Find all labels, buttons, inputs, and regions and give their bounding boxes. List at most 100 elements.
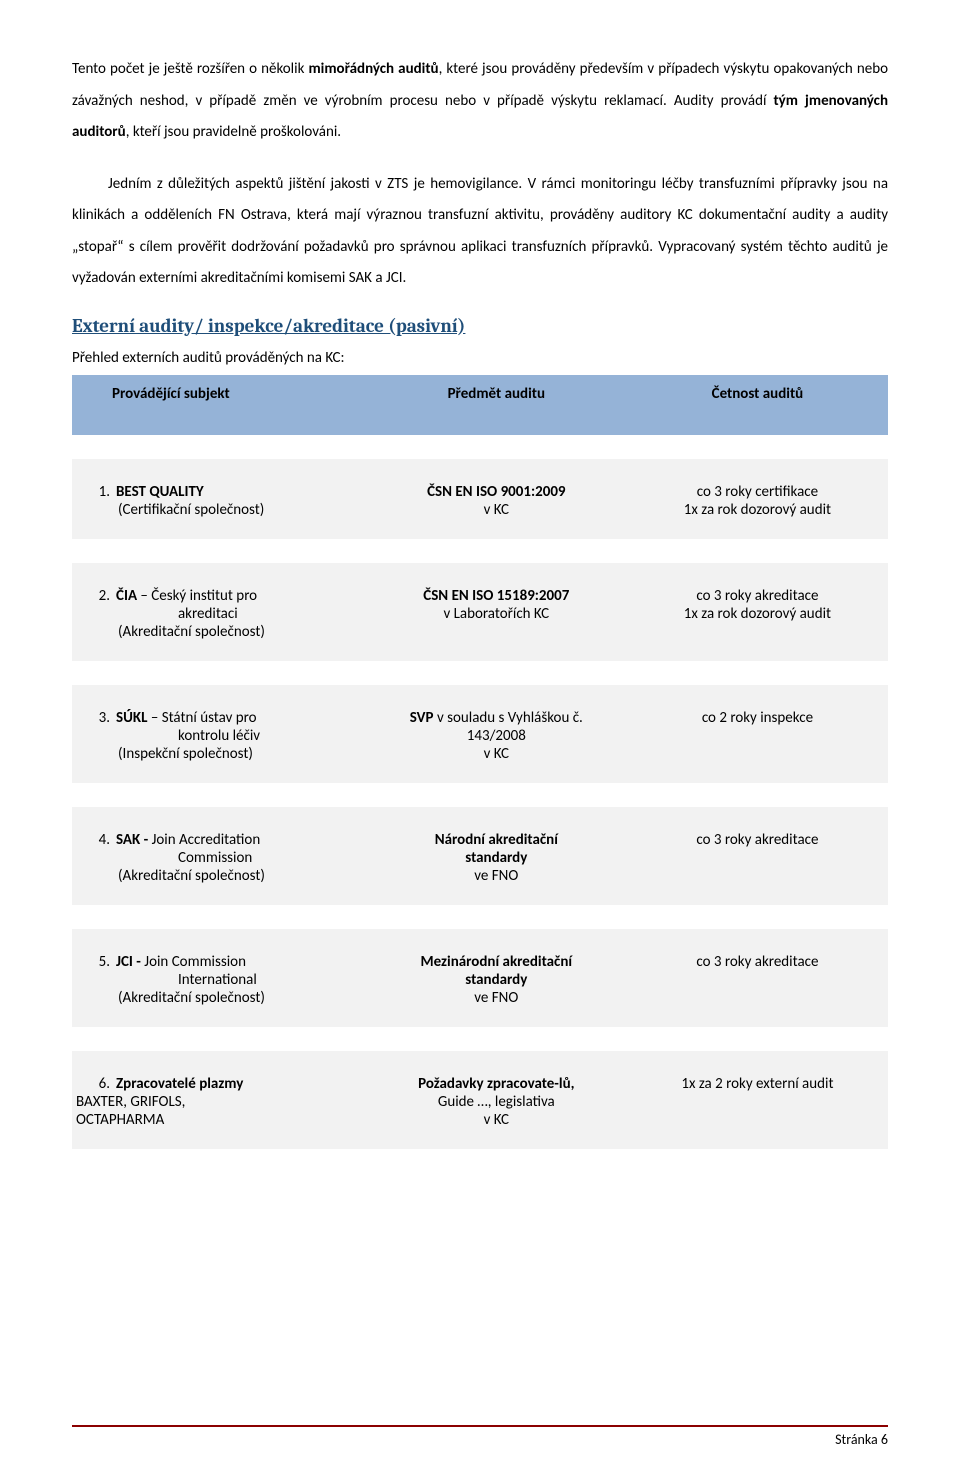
audit-table: Provádějící subjekt Předmět auditu Četno… — [72, 375, 888, 1149]
sub-line: Přehled externích auditů prováděných na … — [72, 349, 888, 367]
cell-topic: ČSN EN ISO 15189:2007v Laboratořích KC — [366, 563, 627, 661]
cell-subject: 5. JCI - Join CommissionInternational(Akr… — [72, 929, 366, 1027]
th-subject: Provádějící subjekt — [72, 375, 366, 435]
cell-subject: 2.ČIA – Český institut proakreditaci(Akr… — [72, 563, 366, 661]
spacer-cell — [72, 539, 888, 563]
spacer-cell — [72, 783, 888, 807]
cell-subject: 6.Zpracovatelé plazmyBAXTER, GRIFOLS,OCT… — [72, 1051, 366, 1149]
subject-desc-line: (Akreditační společnost) — [90, 989, 358, 1007]
subject-desc-line: (Akreditační společnost) — [90, 867, 358, 885]
th-topic: Předmět auditu — [366, 375, 627, 435]
table-row: 4.SAK - Join AccreditationCommission(Akr… — [72, 807, 888, 905]
freq-line: 1x za 2 roky externí audit — [635, 1075, 880, 1093]
subject-name: BEST QUALITY — [116, 483, 204, 501]
table-spacer — [72, 435, 888, 459]
topic-line: Národní akreditační — [374, 831, 619, 849]
footer-rule — [72, 1425, 888, 1427]
table-spacer — [72, 1027, 888, 1051]
topic-line: Guide …, legislativa — [374, 1093, 619, 1111]
subject-desc-line: International — [90, 971, 358, 989]
topic-line: Mezinárodní akreditační — [374, 953, 619, 971]
paragraph-1: Tento počet je ještě rozšířen o několik … — [72, 54, 888, 149]
cell-topic: Požadavky zpracovate-lů,Guide …, legisla… — [366, 1051, 627, 1149]
topic-bold: Požadavky zpracovate-lů, — [418, 1075, 574, 1093]
freq-line: co 2 roky inspekce — [635, 709, 880, 727]
cell-frequency: co 3 roky certifikace1x za rok dozorový … — [627, 459, 888, 539]
subject-first-line: 5. JCI - Join Commission — [90, 953, 358, 971]
row-number: 6. — [90, 1075, 110, 1093]
subject-name: SAK - — [116, 831, 148, 849]
table-row: 3.SÚKL – Státní ústav prokontrolu léčiv(… — [72, 685, 888, 783]
row-number: 1. — [90, 483, 110, 501]
topic-line: v KC — [374, 745, 619, 763]
subject-suffix: Join Commission — [141, 953, 246, 971]
table-row: 5. JCI - Join CommissionInternational(Akr… — [72, 929, 888, 1027]
cell-topic: ČSN EN ISO 9001:2009v KC — [366, 459, 627, 539]
spacer-cell — [72, 661, 888, 685]
subject-desc-line: kontrolu léčiv — [90, 727, 358, 745]
cell-topic: Národní akreditačnístandardyve FNO — [366, 807, 627, 905]
table-spacer — [72, 661, 888, 685]
topic-line: ČSN EN ISO 15189:2007 — [374, 587, 619, 605]
topic-line: v KC — [374, 1111, 619, 1129]
subject-desc-line: Commission — [90, 849, 358, 867]
topic-bold: ČSN EN ISO 9001:2009 — [427, 483, 565, 501]
topic-line: SVP v souladu s Vyhláškou č. — [374, 709, 619, 727]
cell-subject: 1. BEST QUALITY(Certifikační společnost) — [72, 459, 366, 539]
table-row: 1. BEST QUALITY(Certifikační společnost) Č… — [72, 459, 888, 539]
topic-line: ČSN EN ISO 9001:2009 — [374, 483, 619, 501]
cell-frequency: co 2 roky inspekce — [627, 685, 888, 783]
subject-name: JCI - — [116, 953, 141, 971]
subject-name: SÚKL — [116, 709, 147, 727]
topic-bold: Národní akreditační — [435, 831, 558, 849]
subject-name: ČIA — [116, 587, 137, 605]
row-number: 5. — [90, 953, 110, 971]
topic-bold: standardy — [465, 971, 527, 989]
spacer-cell — [72, 905, 888, 929]
p1-text-e: , kteří jsou pravidelně proškolováni. — [126, 123, 341, 141]
th-freq: Četnost auditů — [627, 375, 888, 435]
table-row: 6.Zpracovatelé plazmyBAXTER, GRIFOLS,OCT… — [72, 1051, 888, 1149]
freq-line: co 3 roky akreditace — [635, 587, 880, 605]
topic-bold: SVP — [410, 709, 434, 727]
cell-topic: Mezinárodní akreditačnístandardyve FNO — [366, 929, 627, 1027]
subject-desc-line: (Inspekční společnost) — [90, 745, 358, 763]
freq-line: co 3 roky certifikace — [635, 483, 880, 501]
section-heading: Externí audity/ inspekce/akreditace (pas… — [72, 315, 888, 337]
freq-line: co 3 roky akreditace — [635, 953, 880, 971]
cell-frequency: co 3 roky akreditace — [627, 807, 888, 905]
subject-desc-line: BAXTER, GRIFOLS, — [76, 1093, 358, 1111]
row-number: 3. — [90, 709, 110, 727]
table-spacer — [72, 539, 888, 563]
subject-desc-line: akreditaci — [90, 605, 358, 623]
topic-line: standardy — [374, 849, 619, 867]
cell-subject: 4.SAK - Join AccreditationCommission(Akr… — [72, 807, 366, 905]
subject-desc-line: OCTAPHARMA — [76, 1111, 358, 1129]
page-footer: Stránka 6 — [72, 1425, 888, 1448]
subject-first-line: 6.Zpracovatelé plazmy — [90, 1075, 358, 1093]
topic-line: standardy — [374, 971, 619, 989]
paragraph-2: Jedním z důležitých aspektů jištění jako… — [72, 169, 888, 295]
spacer-cell — [72, 1027, 888, 1051]
topic-line: v Laboratořích KC — [374, 605, 619, 623]
cell-subject: 3.SÚKL – Státní ústav prokontrolu léčiv(… — [72, 685, 366, 783]
topic-line: 143/2008 — [374, 727, 619, 745]
p1-text-a: Tento počet je ještě rozšířen o několik — [72, 60, 308, 78]
cell-frequency: 1x za 2 roky externí audit — [627, 1051, 888, 1149]
topic-bold: standardy — [465, 849, 527, 867]
subject-desc-line: (Certifikační společnost) — [90, 501, 358, 519]
subject-desc-line: (Akreditační společnost) — [90, 623, 358, 641]
topic-line: Požadavky zpracovate-lů, — [374, 1075, 619, 1093]
cell-topic: SVP v souladu s Vyhláškou č.143/2008v KC — [366, 685, 627, 783]
row-number: 4. — [90, 831, 110, 849]
subject-first-line: 2.ČIA – Český institut pro — [90, 587, 358, 605]
subject-first-line: 4.SAK - Join Accreditation — [90, 831, 358, 849]
table-spacer — [72, 783, 888, 807]
freq-line: 1x za rok dozorový audit — [635, 501, 880, 519]
cell-frequency: co 3 roky akreditace — [627, 929, 888, 1027]
topic-line: v KC — [374, 501, 619, 519]
subject-first-line: 1. BEST QUALITY — [90, 483, 358, 501]
spacer-cell — [72, 435, 888, 459]
freq-line: 1x za rok dozorový audit — [635, 605, 880, 623]
footer-page-number: Stránka 6 — [72, 1431, 888, 1448]
